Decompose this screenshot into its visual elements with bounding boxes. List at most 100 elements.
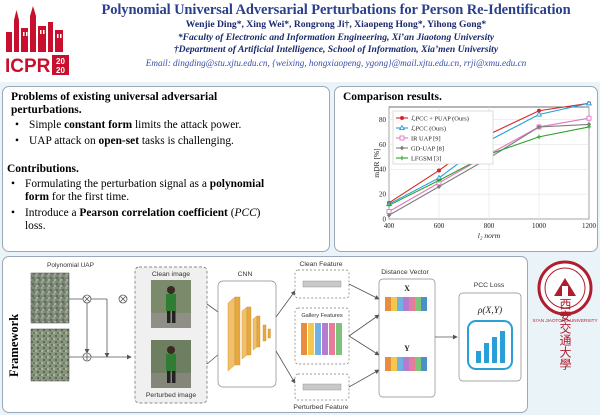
emphasis: form: [25, 191, 50, 203]
authors: Wenjie Ding*, Xing Wei*, Rongrong Ji†, X…: [185, 19, 487, 30]
comparison-title: Comparison results.: [343, 91, 442, 103]
x-tick-label: 600: [434, 222, 445, 230]
data-point: [586, 124, 592, 130]
legend-box: [392, 110, 494, 165]
y-tick-label: 40: [379, 166, 387, 174]
legend-marker: [399, 145, 405, 151]
bullet-dot: •: [11, 207, 15, 219]
framework-panel: Framework Polynomial UAP: [2, 256, 528, 413]
poster-title: Polynomial Universal Adversarial Perturb…: [101, 2, 571, 18]
emphasis: open-set: [98, 135, 140, 147]
framework-label-text: Framework: [7, 314, 21, 377]
clean-image-label: Clean image: [152, 271, 190, 278]
cnn-layers: [227, 296, 271, 372]
legend-label: GD-UAP [8]: [411, 146, 444, 153]
clean-feature-label: Clean Feature: [299, 261, 342, 268]
data-point: [436, 178, 442, 183]
legend-label: IR UAP [9]: [411, 136, 441, 143]
gallery-feature-vectors: [301, 323, 342, 355]
comparison-panel: Comparison results. 0 20 40 60 80 400 600 800 10…: [334, 86, 598, 252]
seal-motto: 西安交通大學: [558, 298, 572, 371]
data-point: [436, 184, 442, 190]
data-point: [585, 101, 593, 106]
problems-title: Problems of existing universal adversari…: [11, 91, 327, 117]
x-tick-label: 400: [384, 222, 395, 230]
affiliation-1: *Faculty of Electronic and Information E…: [177, 31, 495, 43]
text: for the first time.: [49, 191, 130, 203]
text: Formulating the perturbation signal as a: [25, 178, 210, 190]
bullet-dot: •: [15, 119, 19, 131]
uap-pattern-1: [30, 272, 70, 324]
emphasis: polynomial: [209, 178, 265, 190]
legend-label: ℒPCC (Ours): [411, 126, 446, 133]
data-point: [586, 115, 592, 121]
comparison-chart: 0 20 40 60 80 400 600 800 1000 1200 l₂ norm mDR [%]…: [372, 101, 597, 240]
clean-feature-vector: [302, 280, 342, 288]
text: tasks is challenging.: [139, 135, 234, 147]
emphasis: constant form: [64, 119, 133, 131]
legend-marker: [399, 155, 405, 161]
pcc-loss-label: PCC Loss: [474, 282, 505, 289]
y-distance-vector: [385, 357, 427, 371]
contribution-item-2: • Introduce a Pearson correlation coeffi…: [7, 207, 327, 233]
poster-header: ICPR 20 20 Polynomial Universal Adversar…: [0, 0, 600, 82]
text: Introduce a: [25, 207, 80, 219]
legend-label: LFGSM [3]: [411, 156, 441, 163]
problems-panel: Problems of existing universal adversari…: [2, 86, 330, 252]
distance-vector-label: Distance Vector: [381, 269, 429, 276]
data-point: [437, 168, 441, 173]
text: (: [227, 207, 235, 219]
logo-text: ICPR: [5, 56, 51, 77]
distance-vector-box: [378, 278, 436, 398]
affiliation-2: †Department of Artificial Intelligence, …: [173, 44, 499, 56]
logo-year-bottom: 20: [56, 66, 65, 75]
problem-item-1: • Simple constant form limits the attack…: [11, 119, 327, 132]
legend-marker: [400, 116, 404, 120]
perturbed-feature-label: Perturbed Feature: [293, 404, 348, 411]
problem-item-2: • UAP attack on open-set tasks is challe…: [11, 135, 327, 148]
x-tick-label: 1000: [532, 222, 547, 230]
uap-pattern-2: [30, 328, 70, 382]
y-tick-label: 20: [379, 191, 387, 199]
data-point: [535, 111, 543, 117]
x-tick-label: 1200: [582, 222, 597, 230]
text: limits the attack power.: [132, 119, 242, 131]
y-tick-label: 0: [383, 216, 387, 224]
data-point: [537, 108, 541, 113]
perturbed-image-label: Perturbed image: [146, 392, 196, 399]
header-text: Polynomial Universal Adversarial Perturb…: [74, 2, 598, 69]
data-point: [386, 203, 392, 208]
bullet-dot: •: [15, 135, 19, 147]
y-tick-label: 60: [379, 141, 387, 149]
text: ): [256, 207, 261, 219]
data-point: [586, 122, 592, 127]
text: Simple: [29, 119, 65, 131]
problems-title-line1: Problems of existing universal adversari…: [11, 91, 218, 103]
cnn-label: CNN: [238, 271, 253, 278]
text: UAP attack on: [29, 135, 99, 147]
italic-text: PCC: [234, 207, 257, 219]
contribution-item-1: • Formulating the perturbation signal as…: [7, 178, 327, 204]
problems-title-line2: perturbations.: [11, 104, 82, 116]
emphasis: Pearson correlation coefficient: [79, 207, 228, 219]
legend-marker: [398, 124, 406, 131]
data-point: [536, 124, 542, 130]
legend-label: ℒPCC + PUAP (Ours): [411, 116, 469, 123]
y-vector-label: Y: [404, 344, 410, 353]
x-axis-label: l₂ norm: [478, 231, 501, 240]
x-vector-label: X: [404, 284, 410, 293]
y-tick-label: 80: [379, 116, 387, 124]
x-distance-vector: [385, 297, 427, 311]
poly-uap-label: Polynomial UAP: [47, 262, 94, 269]
framework-label: Framework: [7, 314, 21, 377]
text: loss.: [25, 220, 46, 232]
x-tick-label: 800: [484, 222, 495, 230]
rho-formula: ρ(X,Y): [477, 305, 502, 316]
framework-diagram: Polynomial UAP Clean image Perturbed ima…: [30, 261, 522, 411]
icpr-logo: ICPR 20 20: [2, 2, 70, 78]
seal-university-name: XI'AN JIAOTONG UNIVERSITY: [532, 318, 597, 323]
emails: Email: dingding@stu.xjtu.edu.cn, {weixin…: [145, 57, 527, 68]
legend-marker: [399, 135, 405, 141]
bullet-dot: •: [11, 178, 15, 190]
data-point: [536, 134, 542, 140]
